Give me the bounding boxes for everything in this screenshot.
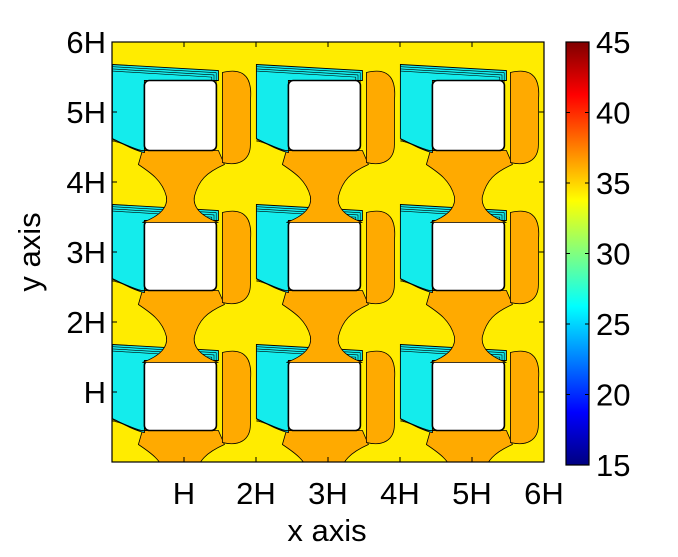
obstacle [287, 219, 362, 292]
y-axis-label: y axis [12, 212, 47, 291]
y-tick-label: H [84, 375, 106, 410]
x-tick-label: 4H [380, 476, 420, 511]
warm-side-region [222, 350, 252, 445]
warm-wake-region [281, 150, 369, 223]
colorbar: 15 20 25 30 35 40 45 [565, 25, 630, 483]
obstacle [287, 79, 362, 152]
colorbar-tick-label: 35 [596, 166, 630, 201]
y-tick-label: 3H [66, 235, 106, 270]
warm-wake-region [425, 150, 513, 223]
warm-side-region [366, 70, 396, 165]
obstacle [431, 79, 506, 152]
colorbar-tick-label: 40 [596, 96, 630, 131]
warm-wake-region [425, 290, 513, 363]
warm-side-region [510, 350, 540, 445]
x-tick-label: 2H [236, 476, 276, 511]
colorbar-tick-label: 15 [596, 448, 630, 483]
obstacle [143, 79, 218, 152]
obstacle [143, 359, 218, 432]
obstacle [431, 359, 506, 432]
warm-wake-region [425, 430, 513, 462]
obstacle-cell [255, 64, 396, 223]
x-tick-label: 5H [452, 476, 492, 511]
y-tick-label: 5H [66, 95, 106, 130]
warm-wake-region [281, 430, 369, 462]
x-tick-label: H [173, 476, 195, 511]
warm-side-region [222, 210, 252, 305]
obstacle [287, 359, 362, 432]
warm-wake-region [137, 290, 225, 363]
obstacle [431, 219, 506, 292]
colorbar-tick-label: 25 [596, 307, 630, 342]
warm-side-region [366, 350, 396, 445]
warm-wake-region [137, 430, 225, 462]
obstacle-cell [112, 204, 252, 363]
colorbar-tick-label: 45 [596, 25, 630, 60]
obstacle-cell [255, 204, 396, 363]
y-tick-label: 4H [66, 165, 106, 200]
obstacle-cell [112, 344, 252, 462]
warm-side-region [366, 210, 396, 305]
obstacle-cell [399, 344, 540, 462]
x-axis-label: x axis [287, 513, 366, 548]
warm-side-region [222, 70, 252, 165]
colorbar-tick-label: 20 [596, 378, 630, 413]
y-tick-label: 6H [66, 25, 106, 60]
plot-area [112, 42, 544, 462]
obstacle-cell [255, 344, 396, 462]
warm-side-region [510, 70, 540, 165]
y-tick-label: 2H [66, 305, 106, 340]
x-tick-label: 6H [524, 476, 564, 511]
warm-wake-region [281, 290, 369, 363]
x-tick-label: 3H [308, 476, 348, 511]
axes: H 2H 3H 4H 5H 6H H 2H 3H 4H 5H 6H [66, 25, 563, 511]
obstacle [143, 219, 218, 292]
obstacle-cell [399, 64, 540, 223]
warm-side-region [510, 210, 540, 305]
obstacle-cell [112, 64, 252, 223]
colorbar-tick-label: 30 [596, 237, 630, 272]
warm-wake-region [137, 150, 225, 223]
